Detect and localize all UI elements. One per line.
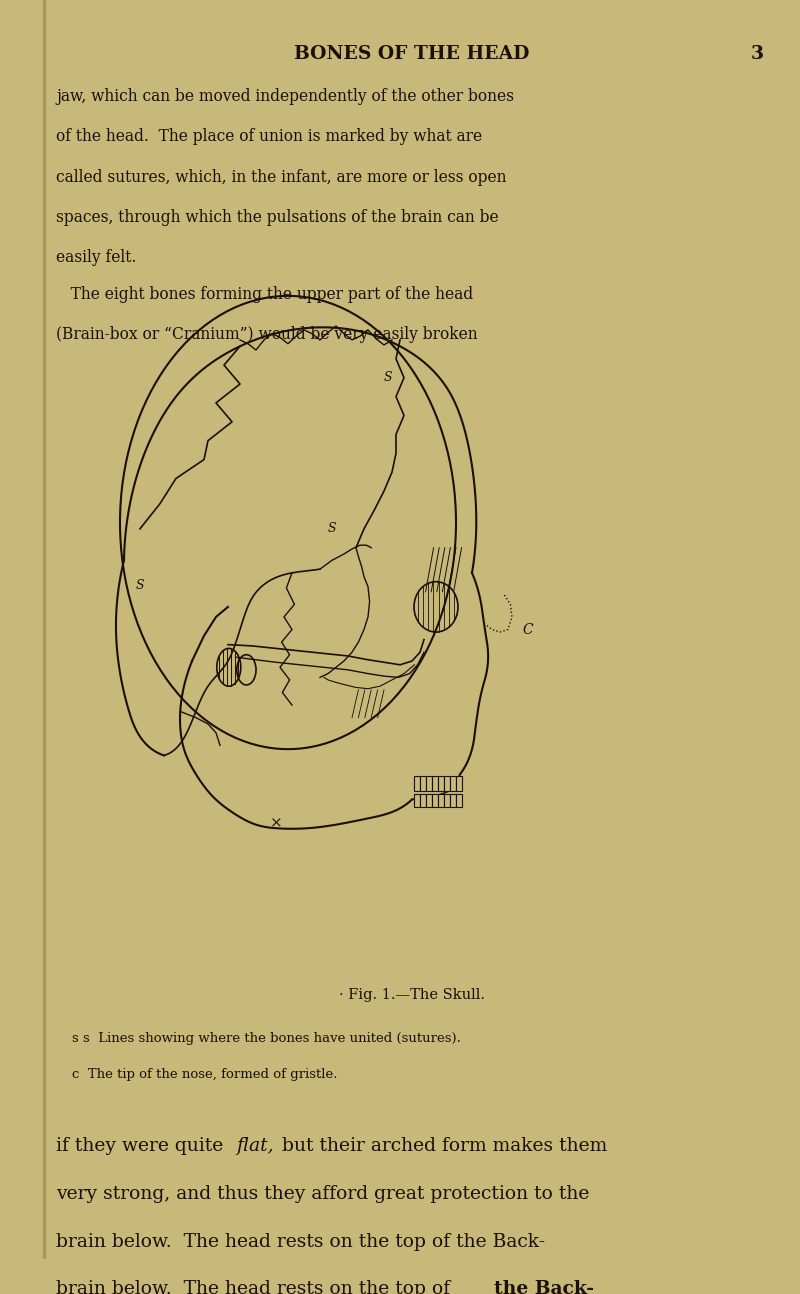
Bar — [432, 775, 438, 791]
Bar — [432, 795, 438, 807]
Text: brain below.  The head rests on the top of: brain below. The head rests on the top o… — [56, 1281, 456, 1294]
Bar — [426, 795, 432, 807]
Bar — [64, 329, 768, 963]
Text: jaw, which can be moved independently of the other bones: jaw, which can be moved independently of… — [56, 88, 514, 105]
Text: ×: × — [270, 817, 282, 831]
Text: brain below.  The head rests on the top of the Back-: brain below. The head rests on the top o… — [56, 1233, 545, 1250]
Bar — [445, 775, 450, 791]
Text: C: C — [522, 622, 534, 637]
Bar — [450, 775, 455, 791]
Bar — [414, 775, 420, 791]
Text: easily felt.: easily felt. — [56, 250, 136, 267]
Text: 3: 3 — [751, 45, 764, 63]
Bar — [438, 775, 443, 791]
Bar — [456, 775, 462, 791]
Text: but their arched form makes them: but their arched form makes them — [276, 1137, 607, 1156]
Text: very strong, and thus they afford great protection to the: very strong, and thus they afford great … — [56, 1185, 590, 1203]
Bar — [421, 795, 426, 807]
Text: s s  Lines showing where the bones have united (sutures).: s s Lines showing where the bones have u… — [72, 1033, 461, 1046]
Text: · Fig. 1.—The Skull.: · Fig. 1.—The Skull. — [339, 989, 485, 1003]
Text: S: S — [328, 523, 336, 536]
Bar — [426, 775, 432, 791]
Bar — [421, 775, 426, 791]
Text: flat,: flat, — [236, 1137, 274, 1156]
Text: The eight bones forming the upper part of the head: The eight bones forming the upper part o… — [56, 286, 473, 303]
Text: spaces, through which the pulsations of the brain can be: spaces, through which the pulsations of … — [56, 210, 498, 226]
Text: S: S — [384, 371, 392, 384]
Bar — [438, 795, 443, 807]
Text: the Back-: the Back- — [494, 1281, 594, 1294]
Text: BONES OF THE HEAD: BONES OF THE HEAD — [294, 45, 530, 63]
Text: S: S — [136, 578, 144, 591]
Text: c  The tip of the nose, formed of gristle.: c The tip of the nose, formed of gristle… — [72, 1068, 338, 1080]
Text: (Brain-box or “Cranium”) would be very easily broken: (Brain-box or “Cranium”) would be very e… — [56, 326, 478, 343]
Text: called sutures, which, in the infant, are more or less open: called sutures, which, in the infant, ar… — [56, 168, 506, 186]
Bar — [445, 795, 450, 807]
Text: if they were quite: if they were quite — [56, 1137, 230, 1156]
Bar — [450, 795, 455, 807]
Text: of the head.  The place of union is marked by what are: of the head. The place of union is marke… — [56, 128, 482, 145]
Bar — [414, 795, 420, 807]
Bar — [456, 795, 462, 807]
